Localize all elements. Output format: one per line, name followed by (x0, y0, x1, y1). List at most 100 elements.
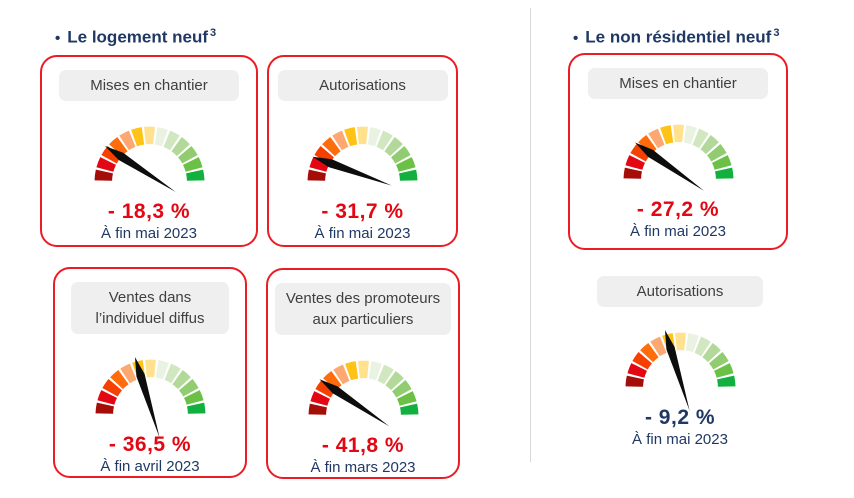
gauge-segment (672, 124, 684, 143)
gauge-segment (309, 391, 330, 406)
section-title-logement: • Le logement neuf 3 (55, 27, 216, 48)
gauge-segment (368, 361, 382, 381)
gauge-segment (170, 137, 190, 157)
gauge-card-label: Ventes des promoteurs aux particuliers (275, 283, 451, 335)
gauge-segment (307, 169, 326, 181)
gauge-segment (308, 403, 327, 415)
gauge-needle (634, 142, 704, 191)
gauge-segment (713, 363, 734, 378)
gauge-needle (312, 156, 392, 186)
footnote-marker: 3 (210, 27, 217, 40)
gauge-segment (357, 126, 368, 145)
gauge-segment (711, 155, 732, 170)
gauge-segment (623, 167, 642, 179)
gauge-date: À fin mai 2023 (101, 225, 197, 242)
gauge-segment (322, 137, 341, 157)
gauge-segment (714, 167, 733, 179)
gauge-value: - 36,5 % (108, 433, 192, 456)
gauge-segment (154, 127, 168, 147)
gauge-segment (332, 130, 349, 151)
gauge-date: À fin mai 2023 (632, 431, 728, 448)
gauge-segment (626, 363, 647, 378)
gauge-value: - 27,2 % (636, 198, 720, 221)
gauge-segment (164, 363, 181, 384)
gauge-segment (647, 128, 664, 149)
gauge-segment (674, 332, 686, 351)
gauge-date: À fin mars 2023 (310, 459, 416, 476)
gauge-segment (314, 380, 335, 398)
gauge-segment (396, 157, 416, 172)
gauge-segment (629, 144, 650, 162)
gauge-segment (100, 146, 121, 164)
gauge-segment (95, 157, 116, 172)
gauge-segment (96, 390, 117, 405)
gauge-segment (659, 125, 673, 145)
gauge-segment (171, 370, 191, 390)
gauge-segment (109, 370, 129, 390)
gauge-segment (143, 126, 155, 145)
gauge-segment (344, 361, 358, 381)
gauge-segment (685, 333, 699, 353)
section-title-text: Le logement neuf (67, 27, 208, 47)
gauge-segment (384, 137, 403, 157)
gauge-segment (376, 130, 393, 151)
footnote-marker: 3 (773, 27, 780, 40)
gauge-segment (692, 128, 709, 149)
gauge-segment (344, 127, 358, 147)
gauge-segment (186, 402, 205, 414)
gauge-card-mises-en-chantier-logement: Mises en chantier - 18,3 % À fin mai 202… (40, 55, 258, 247)
bullet-icon: • (573, 29, 579, 47)
gauge-date: À fin mai 2023 (630, 223, 726, 240)
gauge-card-mises-en-chantier-non-residentiel: Mises en chantier - 27,2 % À fin mai 202… (568, 53, 788, 250)
gauge-segment (699, 135, 719, 155)
gauge-segment (130, 127, 144, 147)
gauge-card-ventes-individuel-diffus: Ventes dans l’individuel diffus - 36,5 %… (53, 267, 247, 478)
gauge-value: - 31,7 % (321, 200, 404, 223)
gauge-card-label: Autorisations (597, 276, 763, 307)
gauge-segment (391, 380, 412, 398)
gauge-segment (185, 169, 204, 181)
gauge-segment (399, 169, 418, 181)
gauge-segment (182, 157, 203, 172)
gauge-chart (300, 349, 427, 430)
gauge-date: À fin avril 2023 (100, 458, 200, 475)
gauge-needle (104, 146, 176, 192)
gauge-card-autorisations-logement: Autorisations - 31,7 % À fin mai 2023 (267, 55, 458, 247)
gauge-chart (299, 115, 426, 196)
gauge-card-autorisations-non-residentiel: Autorisations - 9,2 % À fin mai 2023 (580, 268, 780, 478)
gauge-segment (384, 371, 404, 391)
gauge-segment (332, 364, 349, 385)
gauge-date: À fin mai 2023 (314, 225, 411, 242)
gauge-segment (637, 135, 657, 155)
gauge-segment (701, 343, 721, 363)
gauge-segment (708, 352, 729, 370)
gauge-segment (396, 391, 417, 406)
bullet-icon: • (55, 29, 61, 47)
gauge-segment (119, 363, 136, 384)
gauge-card-ventes-promoteurs: Ventes des promoteurs aux particuliers -… (266, 268, 460, 479)
gauge-segment (155, 360, 169, 380)
gauge-segment (399, 403, 418, 415)
gauge-value: - 41,8 % (321, 434, 405, 457)
gauge-needle (134, 357, 160, 438)
gauge-chart (615, 113, 742, 194)
gauge-card-label: Mises en chantier (588, 68, 768, 99)
gauge-chart (617, 321, 744, 411)
gauge-segment (706, 144, 727, 162)
gauge-segment (716, 375, 735, 387)
gauge-segment (183, 390, 204, 405)
gauge-card-label: Ventes dans l’individuel diffus (71, 282, 229, 334)
gauge-chart (86, 115, 213, 196)
gauge-segment (144, 359, 156, 378)
gauge-segment (95, 402, 114, 414)
gauge-segment (391, 146, 411, 164)
gauge-segment (94, 169, 113, 181)
gauge-needle (664, 330, 690, 411)
section-title-non-residentiel: • Le non résidentiel neuf 3 (573, 27, 779, 48)
gauge-value: - 18,3 % (107, 200, 191, 223)
gauge-segment (367, 127, 381, 147)
gauge-segment (163, 130, 180, 151)
gauge-segment (309, 157, 329, 172)
gauge-segment (639, 343, 659, 363)
gauge-segment (108, 137, 128, 157)
